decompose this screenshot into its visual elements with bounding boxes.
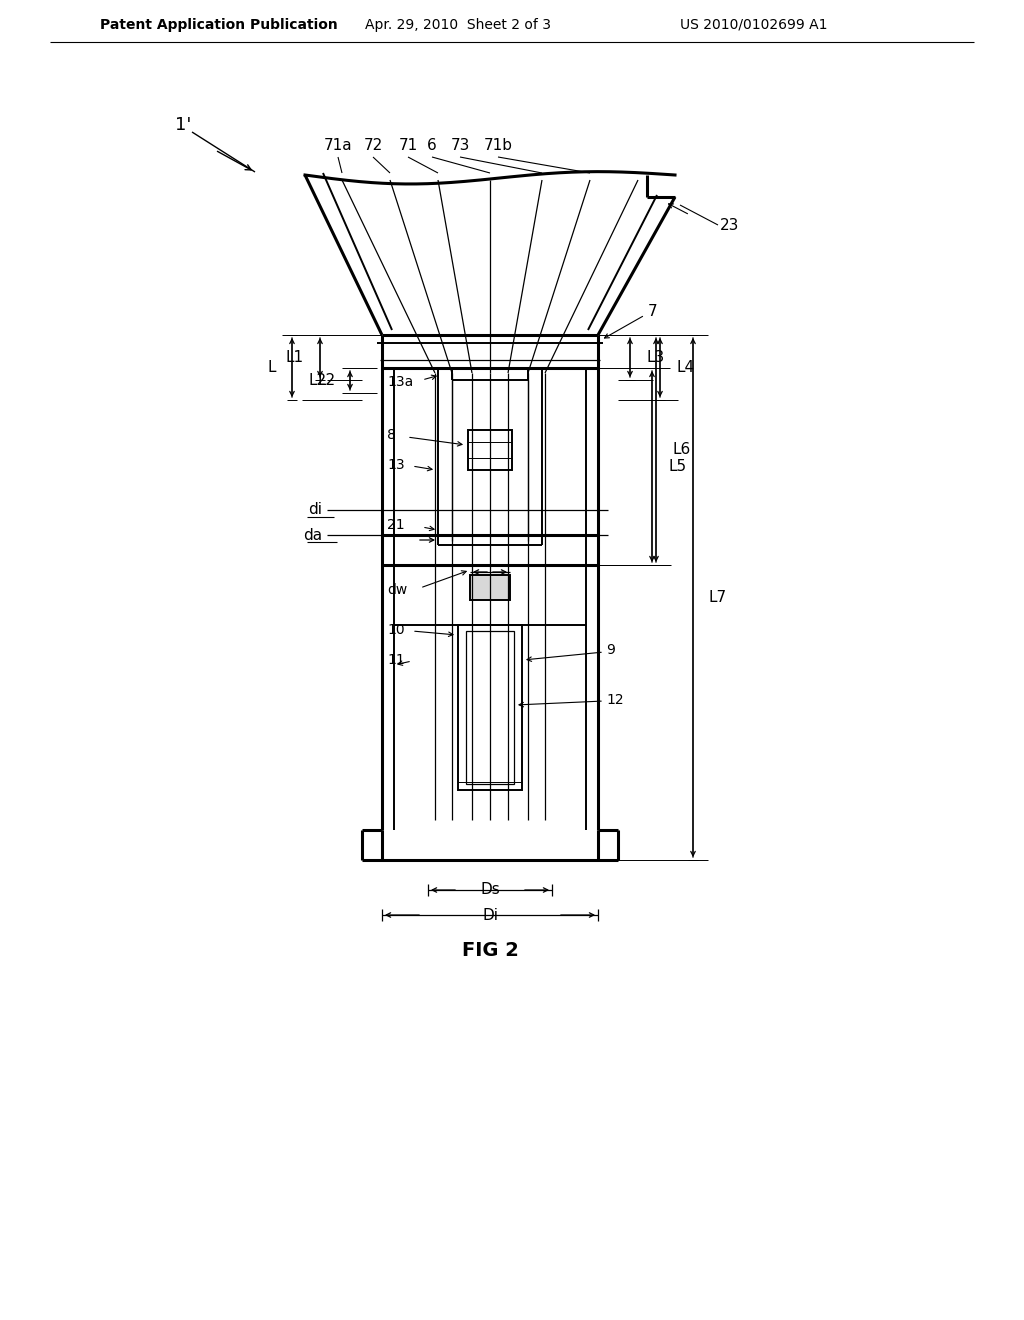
Bar xyxy=(468,430,512,470)
Text: Patent Application Publication: Patent Application Publication xyxy=(100,18,338,32)
Text: da: da xyxy=(303,528,322,543)
Text: 71b: 71b xyxy=(483,137,512,153)
Text: 72: 72 xyxy=(364,137,383,153)
Text: US 2010/0102699 A1: US 2010/0102699 A1 xyxy=(680,18,827,32)
Text: 7: 7 xyxy=(648,305,657,319)
Text: 9: 9 xyxy=(606,643,614,657)
Text: L6: L6 xyxy=(672,442,690,458)
Text: 71a: 71a xyxy=(324,137,352,153)
Text: L2: L2 xyxy=(317,374,336,388)
Bar xyxy=(466,631,514,784)
Text: di: di xyxy=(308,503,322,517)
Text: dw: dw xyxy=(387,583,408,597)
Text: Ds: Ds xyxy=(480,883,500,898)
Text: L4: L4 xyxy=(676,360,694,375)
Text: FIG 2: FIG 2 xyxy=(462,940,518,960)
Text: 11: 11 xyxy=(387,653,404,667)
Text: 73: 73 xyxy=(451,137,470,153)
Text: 6: 6 xyxy=(427,137,437,153)
Text: L2: L2 xyxy=(309,374,327,388)
Text: 13: 13 xyxy=(387,458,404,473)
Text: 1': 1' xyxy=(175,116,191,135)
Text: 8: 8 xyxy=(387,428,396,442)
Text: Di: Di xyxy=(482,908,498,923)
Text: L5: L5 xyxy=(668,459,686,474)
Text: L1: L1 xyxy=(286,350,304,366)
Text: L3: L3 xyxy=(646,350,665,366)
Bar xyxy=(458,624,522,789)
Text: 12: 12 xyxy=(606,693,624,708)
Text: 23: 23 xyxy=(720,218,739,232)
Text: L7: L7 xyxy=(709,590,727,605)
Bar xyxy=(470,576,510,601)
Text: 21: 21 xyxy=(387,517,404,532)
Text: 13a: 13a xyxy=(387,375,414,389)
Text: 10: 10 xyxy=(387,623,404,638)
Text: L: L xyxy=(267,360,276,375)
Text: Apr. 29, 2010  Sheet 2 of 3: Apr. 29, 2010 Sheet 2 of 3 xyxy=(365,18,551,32)
Text: 71: 71 xyxy=(398,137,418,153)
